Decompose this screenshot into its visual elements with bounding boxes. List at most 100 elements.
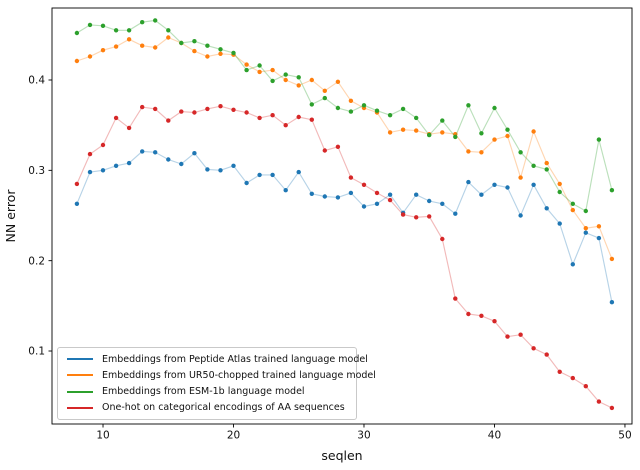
data-point xyxy=(570,375,575,381)
data-point xyxy=(192,48,197,54)
data-point xyxy=(153,45,158,50)
data-point xyxy=(400,212,406,217)
data-point xyxy=(557,189,562,195)
data-point xyxy=(244,180,249,186)
data-point xyxy=(166,118,171,123)
data-point xyxy=(113,115,119,121)
legend-item: Embeddings from UR50-chopped trained lan… xyxy=(67,368,376,383)
data-point xyxy=(166,28,171,33)
data-point xyxy=(309,77,314,83)
data-point xyxy=(74,181,80,187)
data-point xyxy=(544,167,549,172)
y-tick-label: 0.1 xyxy=(28,346,45,358)
legend: Embeddings from Peptide Atlas trained la… xyxy=(57,347,376,420)
series-layer xyxy=(74,18,615,411)
data-point xyxy=(100,168,106,173)
data-point xyxy=(453,134,458,140)
ticks-layer: 10 20 30 40 50 0.1 0.2 0.3 0.4 xyxy=(28,75,631,442)
data-point xyxy=(440,130,445,135)
legend-item-label: One-hot on categorical encodings of AA s… xyxy=(102,402,345,414)
legend-item: Embeddings from ESM-1b language model xyxy=(67,384,348,399)
data-point xyxy=(518,150,523,155)
series-#2ca02c xyxy=(74,18,615,214)
x-tick-label: 20 xyxy=(227,430,240,442)
data-point xyxy=(270,78,275,84)
data-point xyxy=(348,109,354,114)
data-point xyxy=(335,79,341,85)
data-point xyxy=(87,54,93,59)
legend-item-label: Embeddings from UR50-chopped trained lan… xyxy=(102,369,376,381)
data-point xyxy=(440,118,445,123)
data-point xyxy=(414,192,419,197)
data-point xyxy=(322,88,327,94)
data-point xyxy=(440,201,445,206)
data-point xyxy=(113,163,119,168)
data-point xyxy=(231,50,236,56)
data-point xyxy=(74,201,80,206)
data-point xyxy=(453,296,458,301)
data-point xyxy=(113,28,119,33)
data-point xyxy=(583,226,588,231)
data-point xyxy=(296,83,301,88)
data-point xyxy=(479,131,484,136)
data-point xyxy=(609,256,615,262)
data-point xyxy=(126,160,132,166)
y-tick-label: 0.3 xyxy=(28,165,45,177)
data-point xyxy=(596,399,602,404)
data-point xyxy=(166,35,171,40)
data-point xyxy=(140,43,145,48)
data-point xyxy=(570,262,575,267)
data-point xyxy=(387,130,393,135)
data-point xyxy=(87,169,93,175)
data-point xyxy=(257,69,262,75)
data-point xyxy=(531,182,536,187)
legend-item: One-hot on categorical encodings of AA s… xyxy=(67,400,348,415)
data-point xyxy=(140,149,145,154)
data-point xyxy=(348,190,354,196)
data-point xyxy=(557,181,562,187)
y-tick-label: 0.2 xyxy=(28,255,45,267)
legend-line-sample xyxy=(67,390,93,393)
data-point xyxy=(244,67,249,73)
data-point xyxy=(544,206,549,211)
data-point xyxy=(609,405,615,411)
data-point xyxy=(466,179,471,185)
data-point xyxy=(596,137,602,142)
data-point xyxy=(466,103,471,108)
data-point xyxy=(596,224,602,229)
data-point xyxy=(374,201,380,206)
data-point xyxy=(296,169,301,175)
series-line xyxy=(76,150,613,303)
data-point xyxy=(218,104,223,109)
data-point xyxy=(192,151,197,156)
legend-item-label: Embeddings from Peptide Atlas trained la… xyxy=(102,353,368,365)
data-point xyxy=(218,168,223,173)
data-point xyxy=(205,106,210,112)
legend-line-sample xyxy=(67,358,93,361)
data-point xyxy=(270,172,275,178)
data-point xyxy=(479,313,484,318)
data-point xyxy=(531,129,536,134)
data-point xyxy=(309,102,314,107)
y-tick-label: 0.4 xyxy=(28,75,45,87)
data-point xyxy=(335,144,341,149)
data-point xyxy=(74,58,80,64)
data-point xyxy=(414,128,419,133)
data-point xyxy=(348,98,354,104)
data-point xyxy=(374,108,380,113)
data-point xyxy=(557,369,562,374)
data-point xyxy=(283,123,288,128)
data-point xyxy=(544,160,549,166)
data-point xyxy=(270,113,275,118)
data-point xyxy=(205,54,210,59)
data-point xyxy=(270,67,275,73)
data-point xyxy=(505,185,510,190)
data-point xyxy=(492,319,497,324)
data-point xyxy=(609,188,615,193)
data-point xyxy=(400,106,406,112)
data-point xyxy=(309,191,314,196)
series-line xyxy=(76,105,613,409)
data-point xyxy=(361,204,367,209)
data-point xyxy=(192,39,197,44)
